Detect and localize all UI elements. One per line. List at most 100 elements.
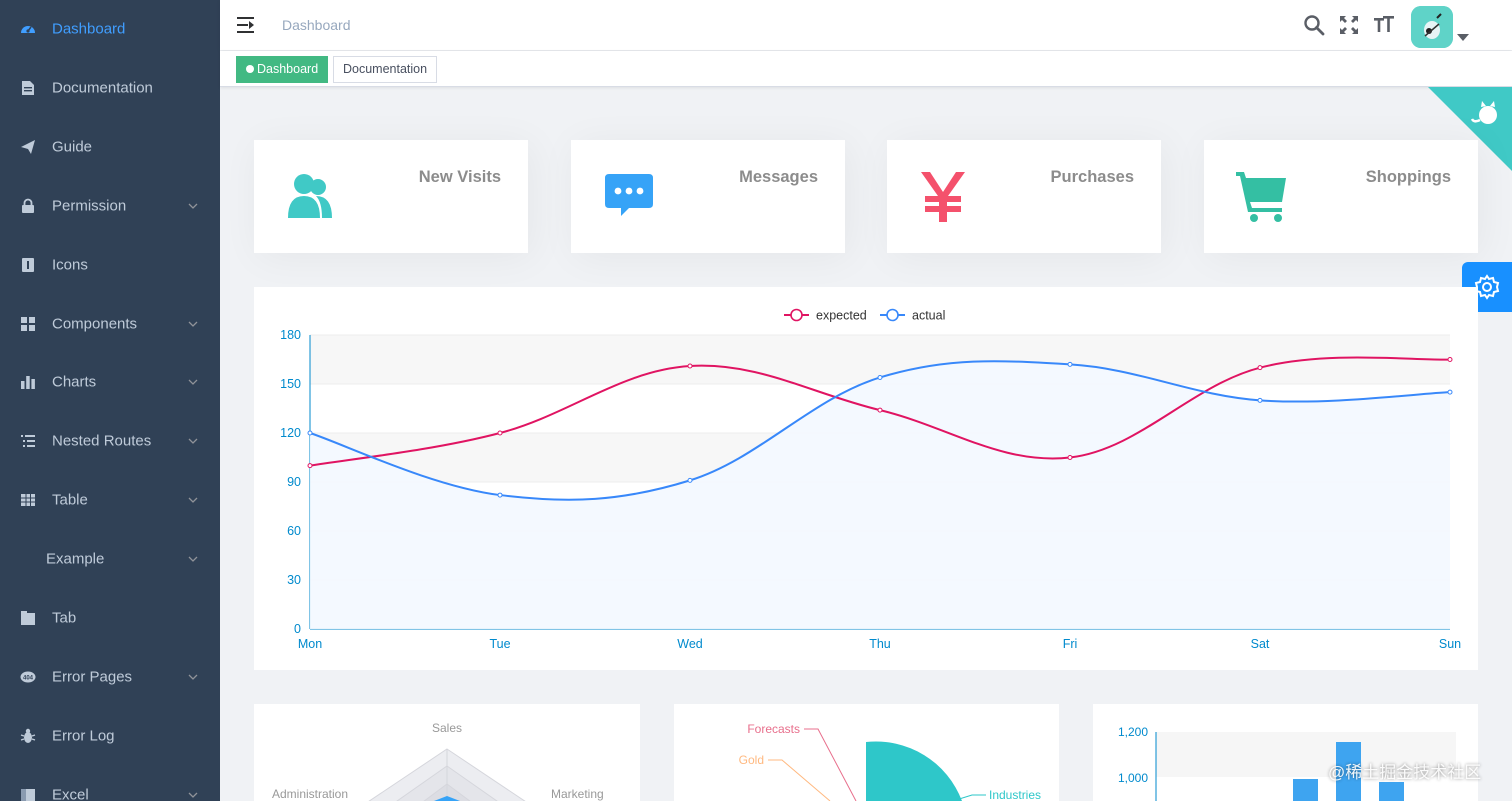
x-tick-label: Thu xyxy=(869,637,891,651)
panel-purchases[interactable]: Purchases xyxy=(887,140,1161,253)
nested-icon xyxy=(20,433,36,449)
panel-shoppings[interactable]: Shoppings xyxy=(1204,140,1478,253)
legend-marker-expected xyxy=(790,308,803,322)
pie-slice-industries xyxy=(866,741,962,801)
data-point-actual xyxy=(687,477,693,483)
x-tick-label: Tue xyxy=(489,637,510,651)
sidebar-item-dashboard[interactable]: Dashboard xyxy=(0,0,220,58)
y-tick-label: 150 xyxy=(280,377,301,391)
sidebar-item-tab[interactable]: Tab xyxy=(0,589,220,647)
x-tick-label: Fri xyxy=(1063,637,1078,651)
x-tick-label: Mon xyxy=(298,637,322,651)
panel-label: New Visits xyxy=(418,168,501,186)
text-size-icon xyxy=(1374,16,1394,32)
sidebar-item-error-pages[interactable]: 404 Error Pages xyxy=(0,648,220,706)
header-search[interactable] xyxy=(1303,14,1325,36)
data-point-expected xyxy=(1067,455,1073,460)
sidebar-item-label: Components xyxy=(52,315,138,332)
bar-chart-card: 1,200 1,000 xyxy=(1093,704,1478,801)
404-icon: 404 xyxy=(20,669,36,685)
pie-chart-card: Forecasts Gold Industries xyxy=(674,704,1059,801)
chevron-down-icon xyxy=(188,674,198,680)
pie-chart: Forecasts Gold Industries xyxy=(739,722,1041,801)
sidebar-item-documentation[interactable]: Documentation xyxy=(0,59,220,117)
line-chart-card: 0 30 60 90 120 150 180 Mon Tue Wed Thu Fri Sat Sun exp… xyxy=(254,287,1478,670)
x-tick-label: Sun xyxy=(1439,637,1461,651)
watermark: @稀土掘金技术社区 xyxy=(1328,763,1482,782)
hamburger-toggle[interactable] xyxy=(236,15,256,35)
sidebar-item-error-log[interactable]: Error Log xyxy=(0,707,220,765)
tag-dashboard[interactable]: Dashboard xyxy=(236,56,329,83)
tab-icon xyxy=(20,610,36,626)
bar-chart-grid xyxy=(1156,732,1456,777)
dashboard-icon xyxy=(20,21,36,37)
sidebar-item-guide[interactable]: Guide xyxy=(0,118,220,176)
y-tick-label: 180 xyxy=(280,328,301,342)
sidebar-item-label: Guide xyxy=(52,138,93,156)
sidebar-item-charts[interactable]: Charts xyxy=(0,353,220,411)
bar xyxy=(1336,742,1361,801)
y-tick-label: 30 xyxy=(287,573,301,587)
bar-chart: 1,200 1,000 xyxy=(1118,725,1456,801)
sidebar-item-excel[interactable]: Excel xyxy=(0,766,220,801)
sidebar-item-icons[interactable]: Icons xyxy=(0,236,220,294)
chart-icon xyxy=(20,374,36,390)
data-point-expected xyxy=(1257,365,1263,371)
pie-label-line xyxy=(955,794,986,801)
shopping-icon xyxy=(1236,172,1286,222)
chevron-down-icon xyxy=(188,556,198,563)
sidebar-item-label: Excel xyxy=(52,786,89,801)
sidebar-item-components[interactable]: Components xyxy=(0,295,220,353)
pie-label: Gold xyxy=(739,753,764,767)
data-point-expected xyxy=(877,407,883,413)
pie-label-line xyxy=(768,759,831,801)
peoples-icon xyxy=(288,174,332,218)
lock-icon xyxy=(20,198,36,214)
excel-icon xyxy=(20,787,36,801)
sidebar-item-table[interactable]: Table xyxy=(0,471,220,529)
pie-label: Forecasts xyxy=(747,722,800,736)
data-point-expected xyxy=(307,463,313,469)
active-tag-dot xyxy=(246,65,254,73)
radar-indicator-label: Marketing xyxy=(551,787,604,801)
data-point-expected xyxy=(687,363,693,369)
size-select-button[interactable] xyxy=(1373,14,1395,36)
sidebar-item-label: Charts xyxy=(52,373,97,391)
bar-chart-ytick: 1,200 xyxy=(1118,725,1148,739)
sidebar-item-label: Dashboard xyxy=(52,20,126,38)
search-icon xyxy=(1304,15,1325,36)
gear-icon xyxy=(1474,274,1500,300)
sidebar-item-label: Nested Routes xyxy=(52,432,152,450)
component-icon xyxy=(20,316,36,332)
y-tick-label: 0 xyxy=(294,622,301,636)
data-point-actual xyxy=(1257,397,1263,403)
panel-messages[interactable]: Messages xyxy=(571,140,845,253)
radar-chart: Sales Administration Marketing xyxy=(272,721,604,801)
avatar-dropdown-caret[interactable] xyxy=(1457,34,1469,41)
tag-documentation[interactable]: Documentation xyxy=(333,56,438,83)
money-icon xyxy=(921,172,965,222)
tag-label: Documentation xyxy=(343,62,428,76)
radar-chart-card: Sales Administration Marketing xyxy=(254,704,640,801)
panel-label: Purchases xyxy=(1050,168,1134,186)
hamburger-icon xyxy=(237,17,254,33)
screenfull-button[interactable] xyxy=(1338,14,1360,36)
data-point-actual xyxy=(1067,361,1073,367)
sidebar-item-example[interactable]: Example xyxy=(0,530,220,588)
panel-label: Shoppings xyxy=(1365,168,1451,186)
y-tick-label: 60 xyxy=(287,524,301,538)
data-point-actual xyxy=(1447,389,1453,395)
sidebar-item-permission[interactable]: Permission xyxy=(0,177,220,235)
breadcrumb[interactable]: Dashboard xyxy=(282,17,351,33)
data-point-actual xyxy=(877,374,883,380)
sidebar-item-label: Error Pages xyxy=(52,668,133,686)
avatar[interactable] xyxy=(1411,6,1453,48)
panel-new-visits[interactable]: New Visits xyxy=(254,140,528,253)
github-corner[interactable] xyxy=(1428,87,1512,171)
sidebar-item-nested-routes[interactable]: Nested Routes xyxy=(0,412,220,470)
x-tick-label: Wed xyxy=(677,637,703,651)
series-area-actual xyxy=(310,361,1450,629)
radar-indicator-label: Sales xyxy=(432,721,462,735)
guide-icon xyxy=(20,139,36,155)
chevron-down-icon xyxy=(188,379,198,386)
